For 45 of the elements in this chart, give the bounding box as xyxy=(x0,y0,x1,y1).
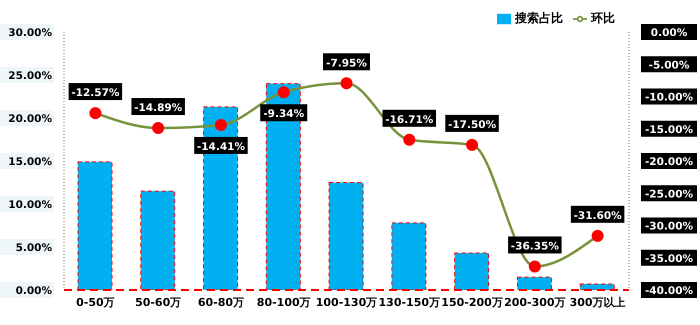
data-label: -14.89% xyxy=(134,102,183,114)
point xyxy=(152,122,164,134)
y2-tick-label: -30.00% xyxy=(644,220,694,232)
y2-tick-label: -20.00% xyxy=(644,156,694,168)
x-tick-label: 130-150万 xyxy=(378,296,440,309)
y2-tick-label: -40.00% xyxy=(644,285,694,297)
y-tick-label: 20.00% xyxy=(8,113,52,125)
y-tick-label: 30.00% xyxy=(8,27,52,39)
x-tick-label: 300万以上 xyxy=(570,296,626,309)
y2-tick-label: -5.00% xyxy=(648,59,690,72)
y-tick-label: 5.00% xyxy=(16,242,52,254)
x-tick-label: 100-130万 xyxy=(316,296,378,309)
data-label: -36.35% xyxy=(510,240,560,252)
point xyxy=(403,134,416,146)
y-tick-label: 25.00% xyxy=(8,70,52,82)
data-label: -12.57% xyxy=(71,87,120,100)
point xyxy=(340,77,352,90)
x-tick-label: 60-80万 xyxy=(198,296,244,309)
legend-label: 环比 xyxy=(591,11,615,25)
data-label: -17.50% xyxy=(448,118,497,131)
y2-tick-label: 0.00% xyxy=(650,27,688,39)
y2-tick-label: -15.00% xyxy=(644,124,694,136)
data-label: -9.34% xyxy=(263,108,305,120)
legend-label: 搜索占比 xyxy=(515,11,563,25)
data-label: -14.41% xyxy=(196,140,246,153)
y-tick-label: 15.00% xyxy=(8,156,52,168)
data-label: -16.71% xyxy=(385,114,434,126)
y-tick-label: 0.00% xyxy=(16,285,52,297)
point xyxy=(214,118,227,131)
x-tick-label: 0-50万 xyxy=(76,296,115,309)
point xyxy=(592,230,604,242)
point xyxy=(278,86,290,98)
x-tick-label: 200-300万 xyxy=(504,296,566,309)
y-tick-label: 10.00% xyxy=(8,199,52,211)
y2-tick-label: -35.00% xyxy=(644,252,694,265)
point xyxy=(528,260,541,272)
point xyxy=(89,107,102,120)
x-tick-label: 150-200万 xyxy=(441,296,503,309)
y2-tick-label: -10.00% xyxy=(644,92,694,104)
data-label: -7.95% xyxy=(326,57,368,70)
x-tick-label: 80-100万 xyxy=(256,296,311,309)
y2-tick-label: -25.00% xyxy=(644,188,694,200)
point xyxy=(466,138,478,151)
data-label: -31.60% xyxy=(574,210,622,222)
x-tick-label: 50-60万 xyxy=(135,296,182,309)
